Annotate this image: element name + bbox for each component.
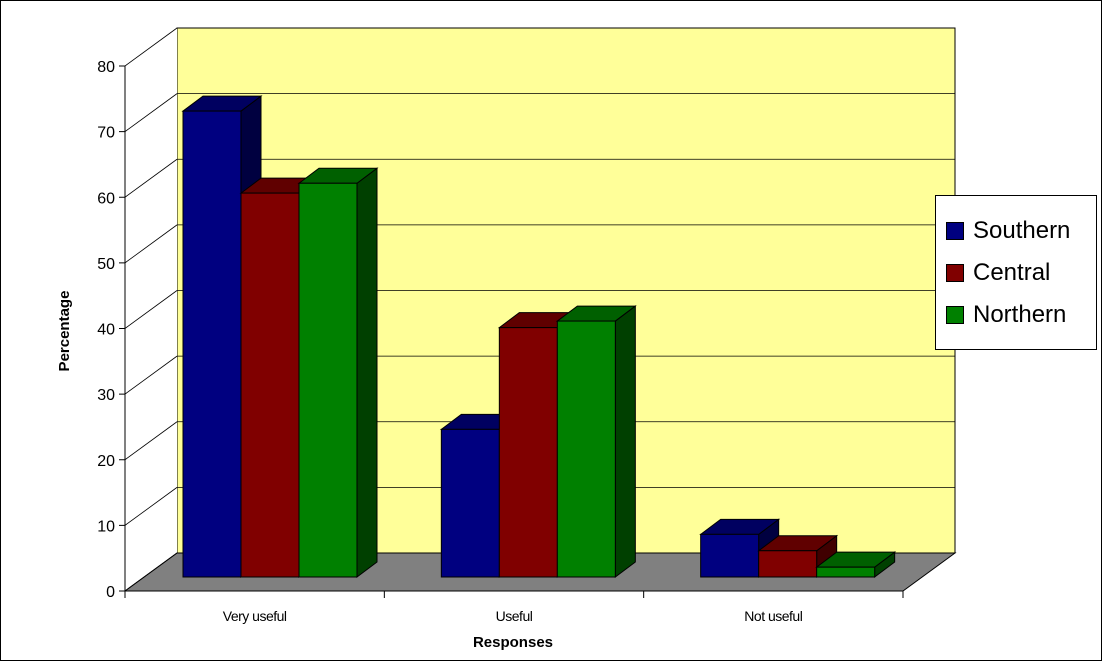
- bar-front: [440, 428, 500, 578]
- gridline-diagonal: [124, 224, 178, 264]
- y-tick-label: 30: [97, 387, 115, 404]
- bar-side: [356, 167, 378, 578]
- legend-item: Southern: [946, 216, 1070, 246]
- bar: [555, 305, 637, 578]
- bars: [181, 95, 897, 579]
- bar-front: [816, 566, 876, 578]
- y-tick-label: 40: [97, 322, 115, 339]
- legend-label: Central: [973, 259, 1051, 286]
- gridline-diagonal: [124, 290, 178, 329]
- bar-front: [240, 192, 300, 578]
- gridline-diagonal: [124, 158, 178, 198]
- x-axis-title: Responses: [473, 634, 553, 651]
- legend-label: Northern: [973, 301, 1067, 328]
- legend-item: Northern: [946, 300, 1066, 330]
- gridline-diagonal: [124, 93, 178, 132]
- bar: [297, 167, 379, 578]
- bar-front: [556, 320, 616, 578]
- legend: Southern Central Northern: [935, 195, 1097, 350]
- y-tick-label: 80: [97, 59, 115, 76]
- x-tick-label: Very useful: [223, 608, 287, 624]
- bar-front: [298, 182, 358, 578]
- x-tick-label: Not useful: [744, 608, 802, 624]
- gridline-diagonal: [124, 355, 178, 395]
- y-tick-label: 20: [97, 453, 115, 470]
- bar: [815, 551, 897, 578]
- x-tick-label: Useful: [496, 608, 533, 624]
- legend-swatch: [946, 306, 964, 324]
- y-tick-label: 60: [97, 190, 115, 207]
- y-tick-label: 70: [97, 125, 115, 142]
- bar-side: [614, 305, 636, 578]
- bar-front: [498, 327, 558, 578]
- y-tick-label: 0: [106, 584, 115, 601]
- gridline-diagonal: [124, 27, 178, 67]
- bar-front: [182, 110, 242, 578]
- axis-labels: 0 10 20 30 40 50 60 70 80 Very useful Useful Not us…: [97, 59, 803, 624]
- axes: [119, 65, 904, 598]
- bar-front: [758, 550, 818, 578]
- legend-item: Central: [946, 258, 1050, 288]
- legend-label: Southern: [973, 217, 1071, 244]
- bar-front: [700, 533, 760, 578]
- y-tick-label: 50: [97, 256, 115, 273]
- legend-swatch: [946, 222, 964, 240]
- y-axis-title: Percentage: [56, 291, 73, 372]
- gridline-diagonal: [124, 421, 178, 461]
- y-tick-label: 10: [97, 518, 115, 535]
- gridline-diagonal: [124, 552, 178, 592]
- legend-swatch: [946, 264, 964, 282]
- gridline-diagonal: [124, 487, 178, 526]
